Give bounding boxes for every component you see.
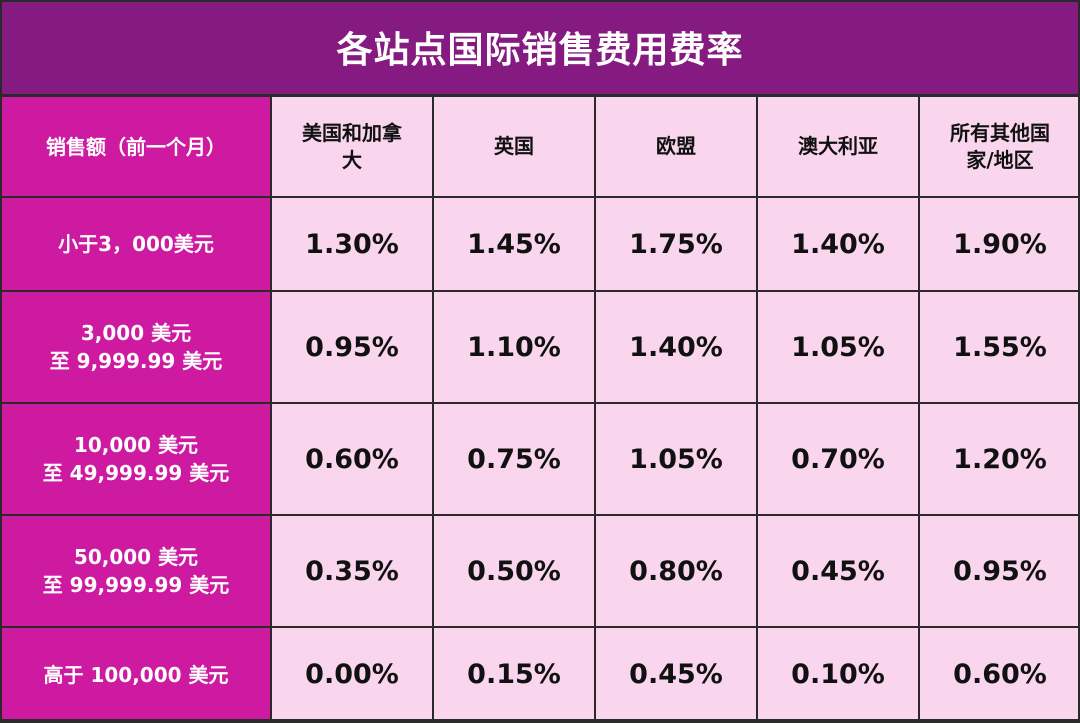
table-title: 各站点国际销售费用费率 <box>0 0 1080 96</box>
column-header-uk: 英国 <box>432 95 596 198</box>
row-label-text: 至 99,999.99 美元 <box>42 573 230 597</box>
rate-cell: 0.10% <box>756 626 920 723</box>
column-header-text: 大 <box>342 147 362 172</box>
rate-cell: 0.70% <box>756 402 920 516</box>
rate-cell: 1.40% <box>594 290 758 404</box>
rate-cell: 0.80% <box>594 514 758 628</box>
row-label-text: 至 49,999.99 美元 <box>42 461 230 485</box>
fee-rate-table: 销售额（前一个月） 美国和加拿 大 英国 欧盟 澳大利亚 所有其他国 家/地区 … <box>0 95 1080 723</box>
column-header-text: 美国和加拿 <box>302 120 402 145</box>
column-header-text: 所有其他国 <box>950 120 1050 145</box>
rate-cell: 1.05% <box>756 290 920 404</box>
table-row: 10,000 美元 至 49,999.99 美元 0.60% 0.75% 1.0… <box>0 402 1080 516</box>
row-label: 高于 100,000 美元 <box>0 626 272 723</box>
rate-cell: 0.35% <box>270 514 434 628</box>
row-label: 3,000 美元 至 9,999.99 美元 <box>0 290 272 404</box>
rate-cell: 0.75% <box>432 402 596 516</box>
rate-cell: 0.95% <box>918 514 1080 628</box>
rate-cell: 1.90% <box>918 196 1080 292</box>
row-label: 10,000 美元 至 49,999.99 美元 <box>0 402 272 516</box>
row-label: 小于3，000美元 <box>0 196 272 292</box>
rate-cell: 1.45% <box>432 196 596 292</box>
row-label-text: 50,000 美元 <box>73 545 199 569</box>
table-row: 高于 100,000 美元 0.00% 0.15% 0.45% 0.10% 0.… <box>0 626 1080 723</box>
column-header-other: 所有其他国 家/地区 <box>918 95 1080 198</box>
rate-cell: 1.10% <box>432 290 596 404</box>
table-row: 50,000 美元 至 99,999.99 美元 0.35% 0.50% 0.8… <box>0 514 1080 628</box>
header-row: 销售额（前一个月） 美国和加拿 大 英国 欧盟 澳大利亚 所有其他国 家/地区 <box>0 95 1080 198</box>
rate-cell: 0.95% <box>270 290 434 404</box>
row-label-text: 3,000 美元 <box>80 321 192 345</box>
column-header-us-ca: 美国和加拿 大 <box>270 95 434 198</box>
table-title-text: 各站点国际销售费用费率 <box>336 30 744 71</box>
rate-cell: 0.45% <box>594 626 758 723</box>
row-label-text: 小于3，000美元 <box>58 232 214 256</box>
rate-cell: 0.60% <box>270 402 434 516</box>
row-label-text: 10,000 美元 <box>73 433 199 457</box>
rate-cell: 0.00% <box>270 626 434 723</box>
table-row: 小于3，000美元 1.30% 1.45% 1.75% 1.40% 1.90% <box>0 196 1080 292</box>
rate-cell: 1.40% <box>756 196 920 292</box>
corner-header: 销售额（前一个月） <box>0 95 272 198</box>
column-header-eu: 欧盟 <box>594 95 758 198</box>
rate-cell: 0.45% <box>756 514 920 628</box>
column-header-text: 澳大利亚 <box>798 134 878 158</box>
rate-cell: 0.50% <box>432 514 596 628</box>
rate-cell: 1.20% <box>918 402 1080 516</box>
rate-cell: 1.55% <box>918 290 1080 404</box>
row-label: 50,000 美元 至 99,999.99 美元 <box>0 514 272 628</box>
column-header-au: 澳大利亚 <box>756 95 920 198</box>
column-header-text: 欧盟 <box>656 134 696 158</box>
column-header-text: 英国 <box>494 134 534 158</box>
rate-cell: 1.05% <box>594 402 758 516</box>
rate-cell: 0.60% <box>918 626 1080 723</box>
rate-cell: 1.75% <box>594 196 758 292</box>
row-label-text: 至 9,999.99 美元 <box>49 349 223 373</box>
table-row: 3,000 美元 至 9,999.99 美元 0.95% 1.10% 1.40%… <box>0 290 1080 404</box>
column-header-text: 家/地区 <box>966 147 1034 172</box>
rate-cell: 0.15% <box>432 626 596 723</box>
row-label-text: 高于 100,000 美元 <box>43 662 229 687</box>
rate-cell: 1.30% <box>270 196 434 292</box>
